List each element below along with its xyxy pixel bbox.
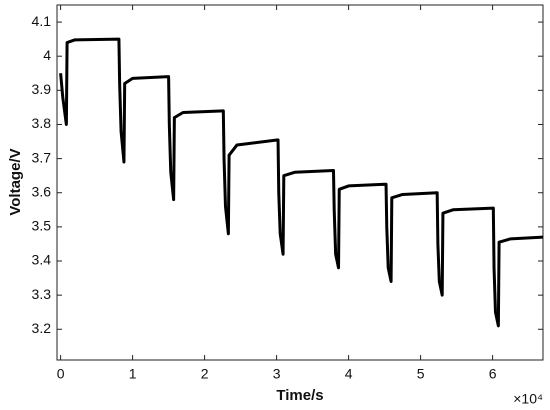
voltage-line <box>59 37 544 328</box>
y-tick-label: 4 <box>43 47 51 63</box>
y-tick-label: 3.8 <box>32 115 52 131</box>
x-tick-label: 5 <box>417 366 425 382</box>
x-tick-label: 4 <box>345 366 353 382</box>
y-tick-label: 3.9 <box>32 81 52 97</box>
y-tick-label: 4.1 <box>32 13 52 29</box>
y-tick-label: 3.3 <box>32 286 52 302</box>
y-tick-label: 3.6 <box>32 183 52 199</box>
y-tick-label: 3.2 <box>32 320 52 336</box>
x-tick-label: 6 <box>489 366 497 382</box>
y-tick-label: 3.7 <box>32 149 52 165</box>
plot-frame <box>56 4 544 361</box>
x-axis-label: Time/s <box>276 387 323 404</box>
y-axis-label: Voltage/V <box>7 148 24 215</box>
x-tick-label: 0 <box>57 366 65 382</box>
x-multiplier: ×10⁴ <box>513 391 543 407</box>
y-tick-label: 3.5 <box>32 218 52 234</box>
y-tick-label: 3.4 <box>32 252 52 268</box>
x-tick-label: 1 <box>129 366 137 382</box>
x-tick-label: 3 <box>273 366 281 382</box>
x-tick-label: 2 <box>201 366 209 382</box>
